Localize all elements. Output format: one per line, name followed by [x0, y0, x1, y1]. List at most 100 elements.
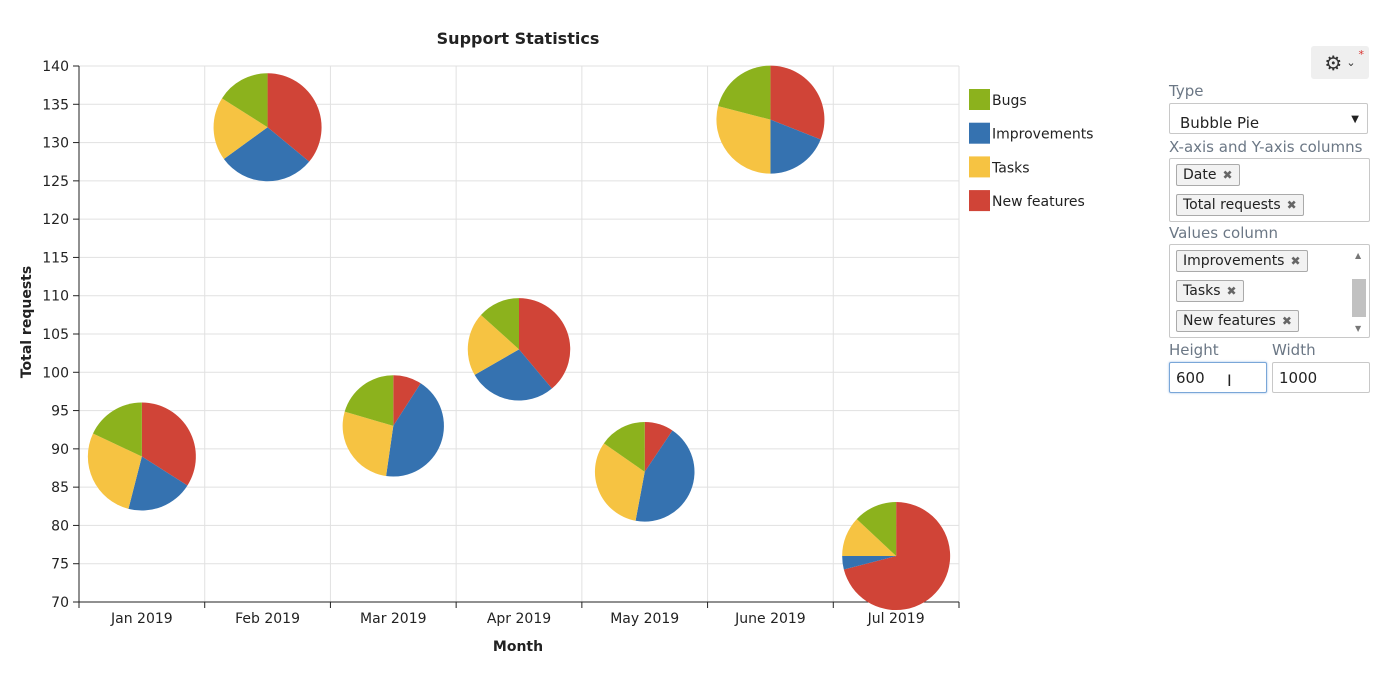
pie-slice-bugs[interactable]	[718, 65, 771, 120]
scrollbar-thumb[interactable]	[1352, 279, 1366, 317]
pie-slice-bugs[interactable]	[603, 422, 645, 472]
height-input[interactable]: 600 I	[1169, 362, 1267, 393]
y-tick-label: 105	[42, 327, 69, 343]
pie-slice-new-features[interactable]	[843, 502, 951, 611]
values-column-field[interactable]: Improvements ✖ Tasks ✖ New features ✖ ▲ ▼	[1169, 244, 1370, 338]
pie-slice-improvements[interactable]	[474, 349, 552, 401]
pie-slice-improvements[interactable]	[223, 127, 310, 182]
y-tick-label: 140	[42, 59, 69, 75]
legend-label: Improvements	[992, 127, 1093, 143]
x-tick-label: Jul 2019	[867, 611, 925, 627]
pie-slice-bugs[interactable]	[480, 298, 519, 350]
pie-slice-improvements[interactable]	[635, 430, 695, 522]
bubble-pie[interactable]	[467, 298, 571, 401]
y-tick-label: 115	[42, 250, 69, 266]
legend-label: New features	[992, 194, 1085, 210]
width-input-value: 1000	[1279, 369, 1318, 387]
pie-slice-tasks[interactable]	[342, 411, 394, 477]
pie-slice-tasks[interactable]	[213, 98, 268, 159]
y-tick-label: 75	[51, 557, 69, 573]
values-tag-label: Tasks	[1183, 283, 1221, 299]
x-axis-title: Month	[493, 639, 543, 655]
y-tick-label: 90	[51, 442, 69, 458]
y-tick-label: 70	[51, 595, 69, 611]
y-tick-label: 110	[42, 289, 69, 305]
pie-slice-new-features[interactable]	[644, 422, 673, 472]
pie-slice-improvements[interactable]	[842, 556, 897, 570]
text-cursor-icon: I	[1227, 371, 1232, 390]
pie-slice-improvements[interactable]	[386, 383, 444, 477]
xy-tag-label: Total requests	[1183, 197, 1281, 213]
remove-tag-icon[interactable]: ✖	[1281, 314, 1292, 328]
pie-slice-bugs[interactable]	[344, 375, 394, 426]
caret-down-icon: ▼	[1351, 114, 1359, 125]
width-input[interactable]: 1000	[1272, 362, 1370, 393]
values-scrollbar[interactable]: ▲ ▼	[1352, 251, 1366, 333]
type-select-value: Bubble Pie	[1180, 114, 1260, 132]
scroll-up-icon[interactable]: ▲	[1355, 251, 1362, 260]
pie-slice-tasks[interactable]	[594, 443, 645, 521]
bubble-pie[interactable]	[342, 375, 444, 477]
remove-tag-icon[interactable]: ✖	[1290, 254, 1301, 268]
pie-slice-bugs[interactable]	[221, 73, 268, 128]
x-tick-label: May 2019	[610, 611, 679, 627]
y-tick-label: 95	[51, 404, 69, 420]
y-tick-label: 135	[42, 97, 69, 113]
values-tag-tasks: Tasks ✖	[1176, 280, 1244, 302]
pie-slice-tasks[interactable]	[87, 433, 142, 509]
chart-bubbles	[87, 65, 951, 611]
pie-slice-tasks[interactable]	[467, 315, 519, 375]
y-tick-label: 80	[51, 518, 69, 534]
type-label: Type	[1169, 82, 1204, 100]
pie-slice-new-features[interactable]	[770, 65, 825, 140]
height-input-value: 600	[1176, 369, 1205, 387]
y-tick-label: 100	[42, 365, 69, 381]
values-column-label: Values column	[1169, 224, 1278, 242]
scroll-down-icon[interactable]: ▼	[1355, 324, 1362, 333]
chevron-down-icon: ⌄	[1346, 56, 1356, 69]
pie-slice-bugs[interactable]	[92, 402, 142, 457]
bubble-pie[interactable]	[87, 402, 196, 511]
xy-tag-label: Date	[1183, 167, 1217, 183]
xy-columns-label: X-axis and Y-axis columns	[1169, 138, 1363, 156]
remove-tag-icon[interactable]: ✖	[1226, 284, 1237, 298]
pie-slice-tasks[interactable]	[842, 519, 897, 557]
pie-slice-new-features[interactable]	[141, 402, 196, 486]
values-tag-new-features: New features ✖	[1176, 310, 1299, 332]
pie-slice-improvements[interactable]	[128, 456, 188, 511]
support-statistics-chart: Support Statistics 70 75 80 85 90 95 100 105 110…	[19, 29, 1093, 655]
legend-swatch	[969, 190, 990, 212]
chart-title: Support Statistics	[437, 29, 600, 48]
pie-slice-new-features[interactable]	[519, 298, 571, 389]
values-tag-label: New features	[1183, 313, 1276, 329]
height-label: Height	[1169, 341, 1219, 359]
x-tick-label: Mar 2019	[360, 611, 427, 627]
xy-tag-date: Date ✖	[1176, 164, 1240, 186]
xy-tag-total-requests: Total requests ✖	[1176, 194, 1304, 216]
settings-menu-button[interactable]: ⚙ ⌄ *	[1311, 46, 1369, 79]
values-tag-improvements: Improvements ✖	[1176, 250, 1308, 272]
x-tick-label: June 2019	[734, 611, 806, 627]
bubble-pie[interactable]	[594, 422, 695, 522]
x-tick-label: Feb 2019	[235, 611, 300, 627]
values-tag-label: Improvements	[1183, 253, 1285, 269]
y-axis-title: Total requests	[19, 266, 35, 378]
legend-label: Tasks	[991, 160, 1030, 176]
xy-columns-field[interactable]: Date ✖ Total requests ✖	[1169, 158, 1370, 222]
legend-swatch	[969, 89, 990, 110]
type-select[interactable]: Bubble Pie ▼	[1169, 103, 1368, 134]
legend-label: Bugs	[992, 93, 1027, 109]
pie-slice-improvements[interactable]	[770, 119, 821, 174]
pie-slice-bugs[interactable]	[856, 502, 897, 557]
remove-tag-icon[interactable]: ✖	[1286, 198, 1297, 212]
pie-slice-new-features[interactable]	[267, 73, 322, 162]
bubble-pie[interactable]	[213, 73, 322, 182]
remove-tag-icon[interactable]: ✖	[1222, 168, 1233, 182]
chart-legend: Bugs Improvements Tasks New features	[969, 89, 1093, 212]
legend-swatch	[969, 122, 990, 144]
pie-slice-new-features[interactable]	[393, 375, 421, 426]
bubble-pie[interactable]	[716, 65, 825, 174]
pie-slice-tasks[interactable]	[716, 106, 771, 174]
x-tick-label: Jan 2019	[110, 611, 173, 627]
bubble-pie[interactable]	[842, 502, 951, 611]
